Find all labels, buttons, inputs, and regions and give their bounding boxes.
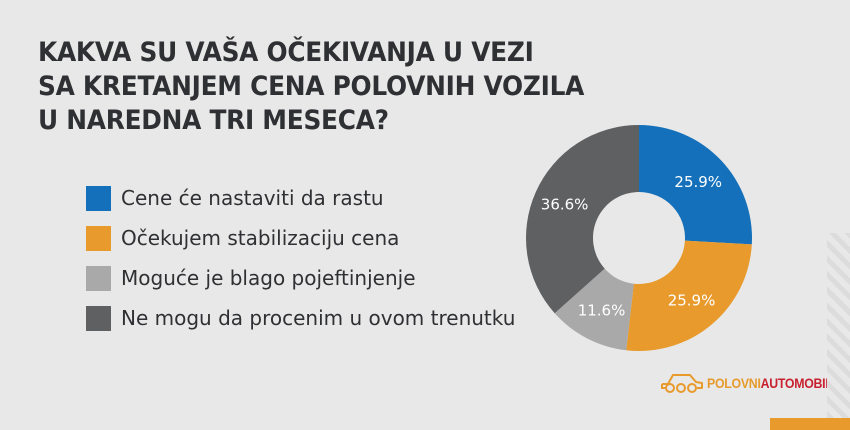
legend-item-rise: Cene će nastaviti da rastu <box>86 178 515 218</box>
logo-text-automobili: AUTOMOBILI <box>760 375 836 391</box>
legend-item-decrease: Moguće je blago pojeftinjenje <box>86 258 515 298</box>
legend-label: Moguće je blago pojeftinjenje <box>121 266 416 290</box>
logo-wordmark: POLOVNIAUTOMOBILI <box>707 375 836 391</box>
slice-decrease <box>554 268 634 351</box>
title-line-3: U NAREDNA TRI MESECA? <box>38 105 389 136</box>
legend-swatch-dark-gray <box>86 305 111 331</box>
slice-rise <box>639 125 752 245</box>
title-line-1: KAKVA SU VAŠA OČEKIVANJA U VEZI <box>38 37 534 68</box>
slice-value-label: 11.6% <box>578 301 626 319</box>
legend-item-stabilize: Očekujem stabilizaciju cena <box>86 218 515 258</box>
slice-value-label: 25.9% <box>674 173 722 191</box>
legend-swatch-light-gray <box>86 265 111 291</box>
chart-title: KAKVA SU VAŠA OČEKIVANJA U VEZI SA KRETA… <box>38 36 584 138</box>
legend-label: Ne mogu da procenim u ovom trenutku <box>121 306 516 330</box>
legend-item-unsure: Ne mogu da procenim u ovom trenutku <box>86 298 515 338</box>
slice-value-label: 25.9% <box>668 291 716 309</box>
decorative-stripes <box>827 233 850 418</box>
car-icon <box>661 374 703 393</box>
slice-unsure <box>526 125 639 314</box>
slice-stabilize <box>626 240 752 351</box>
logo-text-polovni: POLOVNI <box>707 375 761 391</box>
decorative-bottom-bar <box>770 418 850 430</box>
chart-legend: Cene će nastaviti da rastu Očekujem stab… <box>86 178 515 338</box>
legend-swatch-blue <box>86 185 111 211</box>
legend-label: Očekujem stabilizaciju cena <box>121 226 400 250</box>
donut-chart-svg: 25.9% 25.9% 11.6% 36.6% <box>526 125 752 351</box>
title-line-2: SA KRETANJEM CENA POLOVNIH VOZILA <box>38 71 585 102</box>
legend-label: Cene će nastaviti da rastu <box>121 186 384 210</box>
donut-chart: 25.9% 25.9% 11.6% 36.6% <box>523 122 755 354</box>
polovni-automobili-logo: POLOVNIAUTOMOBILI <box>660 372 850 394</box>
slice-value-label: 36.6% <box>541 196 589 214</box>
legend-swatch-orange <box>86 225 111 251</box>
